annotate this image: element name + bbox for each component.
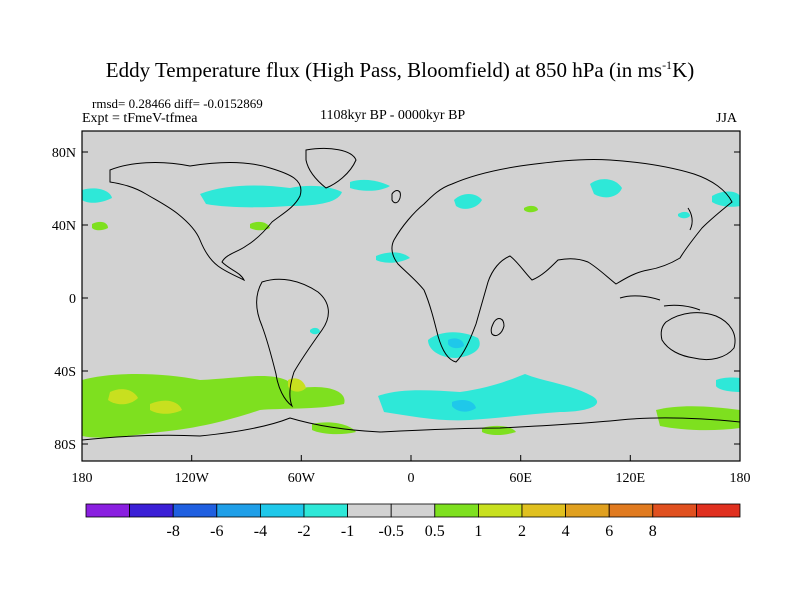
coast-greenland [305,147,357,189]
colorbar-swatch [652,503,697,518]
colorbar: -8 -6 -4 -2 -1 -0.5 0.5 1 2 4 6 8 [85,503,741,540]
green-patch-us-east [250,221,270,231]
coast-antarctica [82,417,740,441]
green-patch-mongolia [524,205,538,213]
colorbar-swatch [390,503,436,518]
coast-uk [391,190,401,204]
colorbar-label: 0.5 [425,523,445,540]
cyan-patch-south-small [548,383,562,391]
coast-indonesia [619,295,701,311]
colorbar-swatch [434,503,479,518]
colorbar-label: 4 [562,523,570,540]
cyan-patch-central-asia [454,194,482,209]
cyan-patch-north-atlantic [350,179,390,191]
colorbar-label: -8 [167,523,180,540]
colorbar-swatch [608,503,654,518]
lon-label-120e: 120E [616,471,646,486]
lat-label-40n: 40N [52,219,76,234]
colorbar-swatch [303,503,348,518]
lat-label-40s: 40S [54,365,76,380]
green-band-south-pacific [82,374,345,438]
colorbar-label: 8 [649,523,657,540]
cyan-band-south-atlantic [378,374,598,421]
lon-label-120w: 120W [175,471,210,486]
colorbar-label: 1 [474,523,482,540]
cyan-patch-japan [678,211,690,219]
cyan-patch-north-pacific-west [82,188,112,203]
colorbar-swatch [347,503,392,518]
colorbar-swatch [521,503,566,518]
lon-label-60e: 60E [509,471,532,486]
lat-label-80n: 80N [52,146,76,161]
blue-patch-south-africa [448,338,464,349]
yellow-patch-2 [150,400,182,414]
colorbar-label: 2 [518,523,526,540]
period-label: 1108kyr BP - 0000kyr BP [320,108,466,123]
colorbar-swatch [172,503,218,518]
lon-label-0: 0 [408,471,415,486]
cyan-patch-sahara [376,252,410,263]
stats-text: rmsd= 0.28466 diff= -0.0152869 [92,96,263,111]
coast-north-america [109,162,302,282]
latitude-axis: 80N 40N 0 40S 80S [52,146,740,453]
coast-south-america [256,278,329,408]
colorbar-label: -1 [341,523,354,540]
lon-label-180e: 180 [730,471,751,486]
colorbar-label: -0.5 [379,523,404,540]
colorbar-swatch [85,503,130,518]
colorbar-swatch [259,503,305,518]
colorbar-label: -2 [297,523,310,540]
blue-patch-south-atlantic [452,400,476,412]
anomaly-shading [82,179,740,438]
colorbar-swatch [216,503,261,518]
colorbar-swatch [477,503,523,518]
colorbar-swatch [565,503,610,518]
colorbar-label: -6 [210,523,223,540]
yellow-patch-3 [288,378,306,392]
coast-australia [660,312,736,361]
coast-japan [687,207,693,231]
experiment-label: Expt = tFmeV-tfmea [82,111,198,126]
figure-title: Eddy Temperature flux (High Pass, Bloomf… [105,58,695,82]
cyan-patch-east-asia [712,191,740,207]
green-patch-south-indian [656,406,740,431]
season-label: JJA [716,111,738,126]
coastlines [82,147,740,441]
colorbar-swatch [129,503,174,518]
lon-label-60w: 60W [288,471,316,486]
lon-label-180w: 180 [72,471,93,486]
colorbar-label: -4 [254,523,267,540]
longitude-axis: 180 120W 60W 0 60E 120E 180 [72,455,751,486]
lat-label-80s: 80S [54,438,76,453]
cyan-patch-australia-south [716,377,740,392]
colorbar-swatch [696,503,741,518]
coast-madagascar [490,318,505,337]
colorbar-label: 6 [605,523,613,540]
yellow-patch-1 [108,389,138,405]
lat-label-0: 0 [69,292,76,307]
coast-eurasia-africa [391,158,733,363]
green-patch-mid-pacific [92,221,108,231]
cyan-band-north-america [200,185,342,208]
cyan-patch-siberia [590,179,622,198]
cyan-patch-pacific [310,327,320,335]
